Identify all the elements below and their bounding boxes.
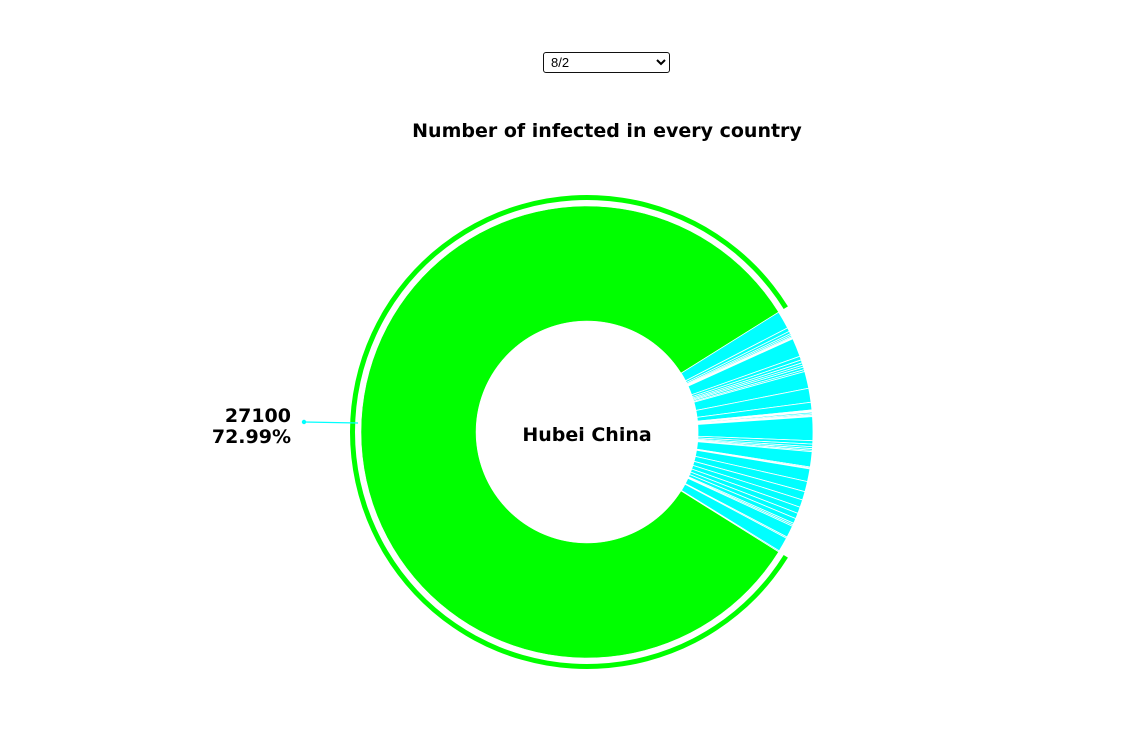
callout-percent-label: 72.99% [212,426,291,448]
date-select-wrapper: 8/2 [543,52,670,73]
date-select[interactable]: 8/2 [543,52,670,73]
callout-leader-dot [301,419,307,425]
donut-slices [360,205,814,659]
chart-title: Number of infected in every country [412,120,802,142]
callout-value-label: 27100 [225,405,291,427]
donut-center-label: Hubei China [522,424,651,446]
donut-slice-highlighted[interactable] [360,205,779,659]
highlight-callout: 27100 72.99% [212,405,359,448]
callout-leader-line [303,421,359,424]
donut-slice[interactable] [680,489,780,553]
